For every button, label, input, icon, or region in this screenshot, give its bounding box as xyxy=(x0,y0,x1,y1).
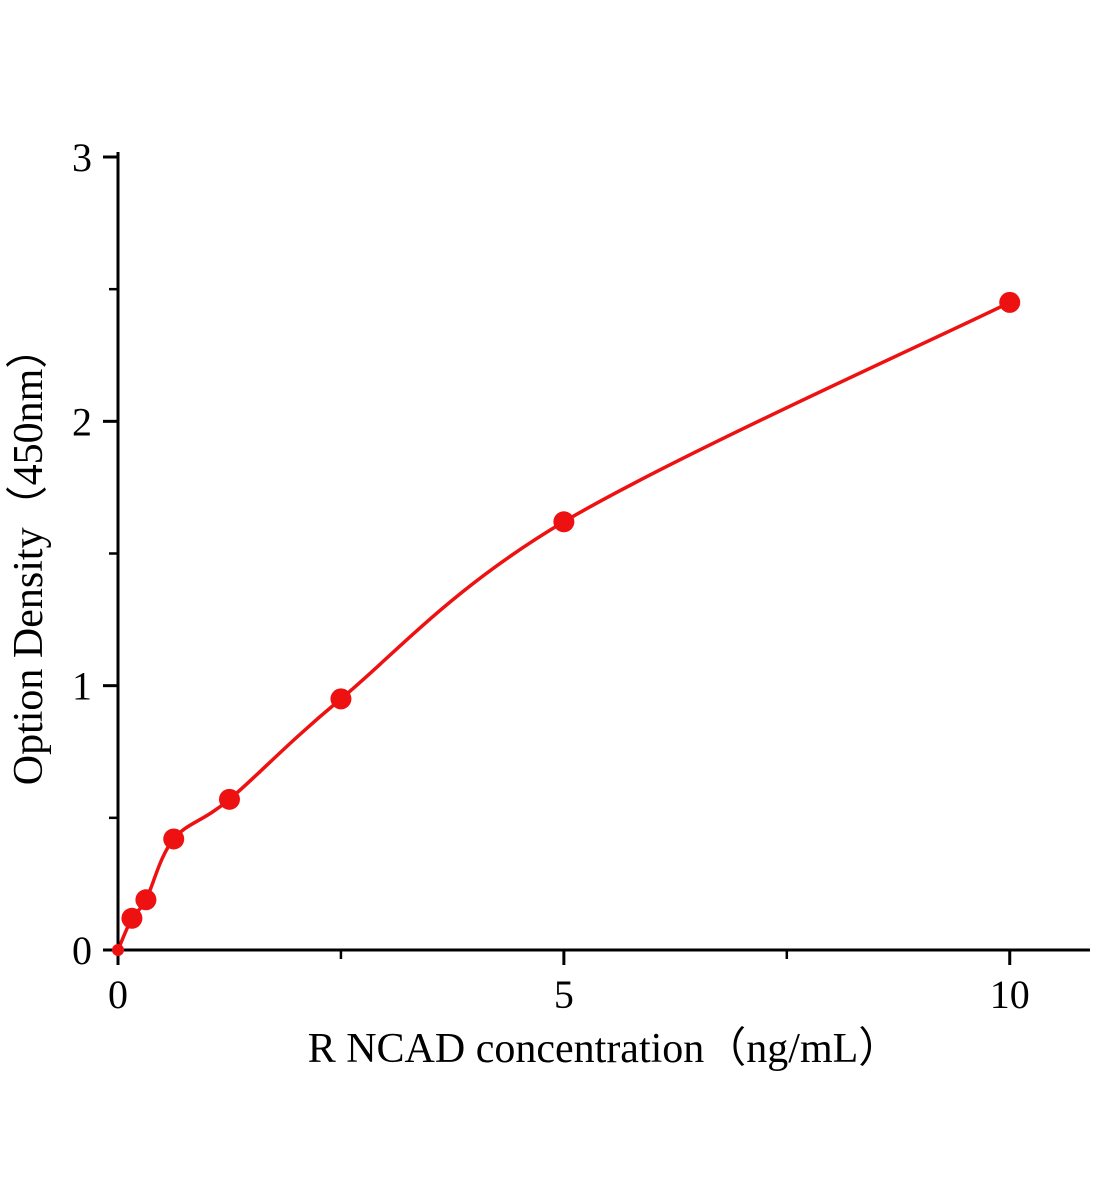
y-tick-labels: 0 1 2 3 xyxy=(72,135,92,973)
data-point xyxy=(163,828,185,850)
fit-curve xyxy=(116,300,1011,951)
y-axis-title: Option Density（450nm） xyxy=(6,327,52,786)
y-axis xyxy=(103,152,120,952)
y-tick-label: 1 xyxy=(72,664,92,709)
x-tick-label: 10 xyxy=(990,972,1030,1017)
y-tick-label: 2 xyxy=(72,399,92,444)
data-point xyxy=(330,688,352,710)
data-point xyxy=(999,291,1021,313)
y-tick-label: 0 xyxy=(72,928,92,973)
y-tick-label: 3 xyxy=(72,135,92,180)
x-tick-label: 0 xyxy=(108,972,128,1017)
x-tick-labels: 0 5 10 xyxy=(108,972,1030,1017)
data-point xyxy=(553,511,575,533)
data-points xyxy=(112,291,1021,956)
data-point xyxy=(112,944,124,956)
data-point xyxy=(135,889,157,911)
x-tick-label: 5 xyxy=(554,972,574,1017)
data-point xyxy=(218,788,240,810)
x-axis xyxy=(116,948,1090,965)
data-point xyxy=(121,907,143,929)
x-axis-title: R NCAD concentration（ng/mL） xyxy=(308,1026,901,1072)
